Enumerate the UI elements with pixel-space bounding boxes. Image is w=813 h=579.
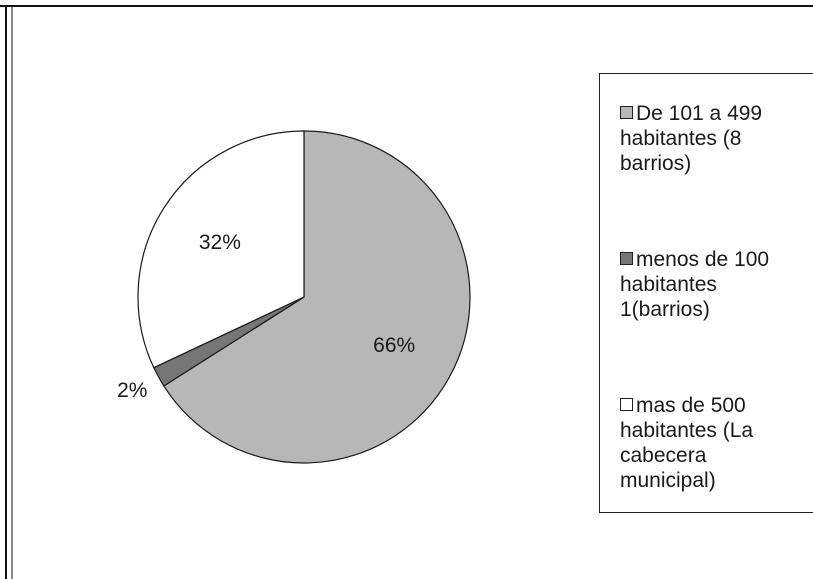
pie-data-labels: 66% 2% 32% [117, 231, 415, 402]
legend-label-mas-500: mas de 500 habitantes (La cabecera munic… [620, 394, 754, 492]
legend-item-101-499: De 101 a 499 habitantes (8 barrios) [620, 101, 810, 176]
legend-swatch-mas-500 [620, 398, 633, 411]
pie-slice-mas-500 [137, 130, 305, 369]
data-label-menos-100: 2% [117, 379, 147, 402]
data-label-101-499: 66% [373, 334, 415, 357]
legend-swatch-menos-100 [620, 252, 633, 265]
legend-label-menos-100: menos de 100 habitantes 1(barrios) [620, 248, 770, 321]
data-label-mas-500: 32% [199, 231, 241, 254]
legend-item-menos-100: menos de 100 habitantes 1(barrios) [620, 247, 810, 322]
pie-chart [137, 130, 471, 464]
pie-slice-101-499 [163, 130, 471, 464]
legend-swatch-101-499 [620, 106, 633, 119]
legend: De 101 a 499 habitantes (8 barrios) meno… [599, 73, 813, 513]
legend-item-mas-500: mas de 500 habitantes (La cabecera munic… [620, 393, 810, 493]
legend-label-101-499: De 101 a 499 habitantes (8 barrios) [620, 102, 763, 175]
